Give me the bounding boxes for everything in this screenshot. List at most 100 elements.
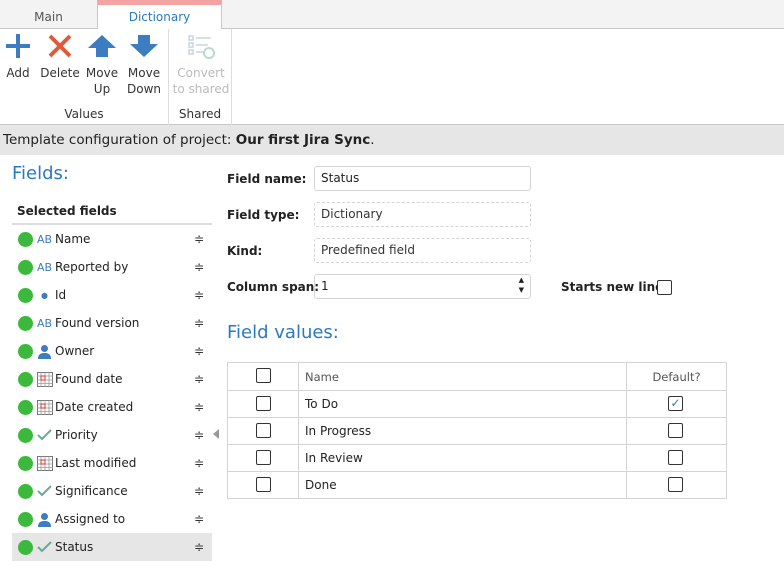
field-type-value: Dictionary xyxy=(314,202,531,227)
status-dot-icon xyxy=(18,287,33,303)
field-name-input[interactable]: Status xyxy=(314,166,531,191)
row-select-checkbox[interactable] xyxy=(256,477,271,492)
template-banner: Template configuration of project: Our f… xyxy=(0,125,784,155)
field-settings-icon[interactable]: ≑ xyxy=(194,344,205,358)
field-settings-icon[interactable]: ≑ xyxy=(194,232,205,246)
select-all-checkbox[interactable] xyxy=(256,368,271,383)
table-row[interactable]: To Do ✓ xyxy=(227,390,727,418)
check-icon xyxy=(37,485,52,497)
col-default-header[interactable]: Default? xyxy=(626,362,727,391)
status-dot-icon xyxy=(18,427,33,443)
text-type-icon: AB xyxy=(36,260,53,274)
field-settings-icon[interactable]: ≑ xyxy=(194,512,205,526)
plus-icon xyxy=(6,34,30,58)
status-dot-icon xyxy=(18,259,33,275)
field-list-item[interactable]: AB Reported by ≑ xyxy=(12,253,212,281)
field-settings-icon[interactable]: ≑ xyxy=(194,540,205,554)
field-list-item[interactable]: AB Name ≑ xyxy=(12,225,212,253)
field-values-title: Field values: xyxy=(227,322,339,343)
delete-button[interactable]: Delete xyxy=(40,33,80,81)
column-span-label: Column span: xyxy=(227,280,320,294)
shared-group-label: Shared xyxy=(178,107,222,121)
field-list-item[interactable]: Owner ≑ xyxy=(12,337,212,365)
field-list-item[interactable]: Last modified ≑ xyxy=(12,449,212,477)
move-down-button[interactable]: Move Down xyxy=(126,33,162,97)
check-icon xyxy=(37,429,52,441)
field-settings-icon[interactable]: ≑ xyxy=(194,456,205,470)
starts-new-line-label: Starts new line: xyxy=(561,280,669,294)
field-settings-icon[interactable]: ≑ xyxy=(194,372,205,386)
table-row[interactable]: In Review xyxy=(227,444,727,472)
row-select-checkbox[interactable] xyxy=(256,450,271,465)
spinner-arrows-icon[interactable]: ▲ ▼ xyxy=(518,276,524,294)
text-type-icon: AB xyxy=(36,316,53,330)
status-dot-icon xyxy=(18,511,33,527)
status-dot-icon xyxy=(18,315,33,331)
row-select-checkbox[interactable] xyxy=(256,396,271,411)
calendar-icon xyxy=(36,399,53,415)
id-type-icon: ● xyxy=(41,290,48,300)
starts-new-line-checkbox[interactable] xyxy=(657,280,672,295)
delete-x-icon xyxy=(48,34,72,58)
arrow-down-icon xyxy=(130,35,158,57)
fields-title: Fields: xyxy=(12,163,69,184)
tab-bar: Main Dictionary xyxy=(0,0,784,30)
status-dot-icon xyxy=(18,343,33,359)
text-type-icon: AB xyxy=(36,232,53,246)
status-dot-icon xyxy=(18,539,33,555)
field-list-item[interactable]: Status ≑ xyxy=(12,533,212,561)
convert-to-shared-button[interactable]: Convert to shared xyxy=(172,33,230,97)
project-name: Our first Jira Sync xyxy=(235,132,371,148)
status-dot-icon xyxy=(18,231,33,247)
check-icon xyxy=(37,541,52,553)
field-list-item[interactable]: Assigned to ≑ xyxy=(12,505,212,533)
status-dot-icon xyxy=(18,371,33,387)
field-list-item[interactable]: Found date ≑ xyxy=(12,365,212,393)
add-button[interactable]: Add xyxy=(2,33,34,81)
field-settings-icon[interactable]: ≑ xyxy=(194,428,205,442)
collapse-splitter-icon[interactable] xyxy=(213,429,219,439)
field-settings-icon[interactable]: ≑ xyxy=(194,316,205,330)
add-label: Add xyxy=(6,66,30,80)
field-settings-icon[interactable]: ≑ xyxy=(194,260,205,274)
ribbon: Add Delete Move Up Move Down Values Conver… xyxy=(0,29,784,125)
field-values-table: Name Default? To Do ✓ In Progress In Rev… xyxy=(227,362,727,499)
tab-dictionary[interactable]: Dictionary xyxy=(97,0,222,30)
arrow-up-icon xyxy=(88,35,116,57)
row-select-checkbox[interactable] xyxy=(256,423,271,438)
default-checkbox[interactable] xyxy=(668,450,683,465)
table-row[interactable]: Done xyxy=(227,471,727,499)
calendar-icon xyxy=(36,455,53,471)
default-checkbox[interactable] xyxy=(668,423,683,438)
status-dot-icon xyxy=(18,455,33,471)
selected-fields-header: Selected fields xyxy=(12,200,212,225)
status-dot-icon xyxy=(18,483,33,499)
table-row[interactable]: In Progress xyxy=(227,417,727,445)
field-settings-icon[interactable]: ≑ xyxy=(194,484,205,498)
convert-list-icon xyxy=(188,35,215,59)
field-name-label: Field name: xyxy=(227,172,307,186)
field-settings-icon[interactable]: ≑ xyxy=(194,288,205,302)
field-list-item[interactable]: Significance ≑ xyxy=(12,477,212,505)
user-icon xyxy=(38,344,51,359)
tab-main[interactable]: Main xyxy=(34,10,63,24)
col-name-header[interactable]: Name xyxy=(298,362,627,391)
field-list-item[interactable]: ● Id ≑ xyxy=(12,281,212,309)
user-icon xyxy=(38,512,51,527)
default-checkbox[interactable]: ✓ xyxy=(668,396,683,411)
delete-label: Delete xyxy=(40,66,80,80)
field-settings-icon[interactable]: ≑ xyxy=(194,400,205,414)
default-checkbox[interactable] xyxy=(668,477,683,492)
status-dot-icon xyxy=(18,399,33,415)
values-group-label: Values xyxy=(64,107,104,121)
field-type-label: Field type: xyxy=(227,208,300,222)
field-list-item[interactable]: Date created ≑ xyxy=(12,393,212,421)
calendar-icon xyxy=(36,371,53,387)
field-list-item[interactable]: AB Found version ≑ xyxy=(12,309,212,337)
kind-label: Kind: xyxy=(227,244,263,258)
move-up-button[interactable]: Move Up xyxy=(84,33,120,97)
field-list-item[interactable]: Priority ≑ xyxy=(12,421,212,449)
kind-value: Predefined field xyxy=(314,238,531,263)
column-span-stepper[interactable]: 1 ▲ ▼ xyxy=(314,274,531,299)
table-header-row: Name Default? xyxy=(227,362,727,391)
